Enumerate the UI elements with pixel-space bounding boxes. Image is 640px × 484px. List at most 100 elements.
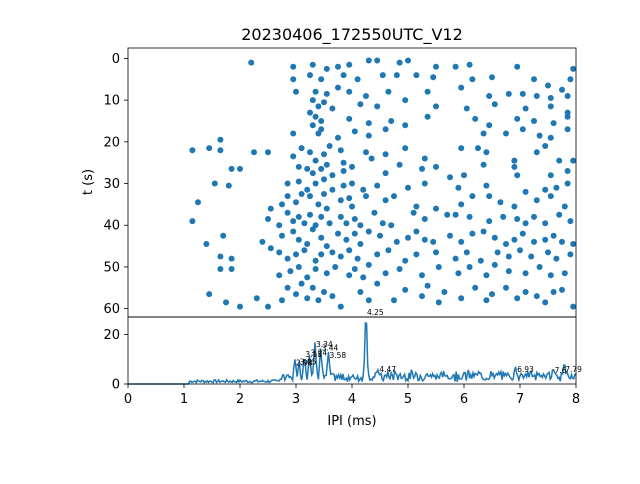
x-tick-label: 8 [572,392,580,407]
scatter-point [329,293,336,300]
scatter-point [279,232,285,239]
y-tick-label: 40 [103,219,120,234]
scatter-point [391,193,397,200]
scatter-point [393,238,400,245]
scatter-point [228,266,235,272]
scatter-point [290,76,297,83]
scatter-point [287,268,294,275]
scatter-point [351,216,358,222]
scatter-point [335,230,341,237]
scatter-point [298,191,305,197]
scatter-point [469,193,476,200]
scatter-point [304,165,311,172]
scatter-point [469,230,476,237]
scatter-point [511,203,518,210]
scatter-point [561,270,568,277]
scatter-point [388,118,395,124]
scatter-point [567,218,574,225]
scatter-point [503,130,509,137]
scatter-point [284,255,291,262]
scatter-point [542,236,549,243]
scatter-point [533,93,540,99]
scatter-point [357,241,364,247]
scatter-point [559,86,565,93]
scatter-point [486,93,493,99]
scatter-point [349,203,355,210]
x-tick-label: 7 [516,392,524,407]
scatter-point [363,93,369,99]
scatter-point [293,199,299,206]
peak-label: 6.93 [517,365,534,374]
scatter-point [461,172,467,179]
scatter-point [388,222,395,229]
scatter-point [321,191,327,197]
scatter-point [522,188,529,195]
scatter-point [354,76,361,83]
scatter-point [309,122,316,129]
scatter-point [371,209,378,216]
scatter-point [419,293,425,300]
scatter-point [346,88,353,95]
scatter-point [220,232,227,239]
scatter-point [452,63,459,70]
scatter-point [365,297,372,304]
y-tick-label: 50 [103,260,120,275]
scatter-point [374,103,381,110]
scatter-point [290,153,297,160]
x-tick-label: 0 [124,392,132,407]
scatter-point [514,115,521,122]
scatter-point [433,205,439,212]
scatter-point [318,165,325,172]
histogram-x-axis: 0 1 2 3 4 5 6 7 8 [124,384,580,407]
scatter-point [337,303,344,310]
scatter-point [396,59,403,66]
scatter-point [466,213,473,220]
scatter-point [365,57,372,64]
scatter-point [315,201,322,208]
scatter-point [298,280,305,287]
scatter-point [365,132,372,139]
scatter-point [489,74,495,81]
scatter-point [463,105,470,112]
scatter-point [547,193,554,200]
scatter-point [556,211,563,218]
scatter-point [385,88,392,95]
scatter-point [514,63,521,70]
scatter-point [542,299,549,306]
scatter-point [365,120,372,127]
scatter-point [545,249,551,256]
scatter-point [458,145,465,152]
scatter-point [223,299,229,306]
scatter-point [559,238,565,245]
scatter-point [323,243,330,250]
scatter-point [519,126,526,133]
scatter-point [547,272,554,279]
scatter-point [531,76,537,83]
scatter-point [354,255,361,262]
scatter-point [466,61,473,68]
scatter-point [511,163,518,170]
scatter-point [309,170,316,177]
scatter-point [326,143,333,149]
scatter-point [312,157,319,164]
scatter-point [284,284,291,291]
scatter-point [458,84,465,91]
scatter-point [561,203,568,210]
scatter-point [318,251,325,258]
scatter-point [514,295,521,302]
scatter-point [402,257,409,264]
scatter-point [237,303,243,310]
scatter-point [329,105,336,112]
scatter-point [393,72,400,79]
scatter-point [486,218,493,225]
peak-label: 3.24 [310,349,327,358]
scatter-point [483,272,490,279]
scatter-point [276,272,283,279]
scatter-point [329,186,336,193]
scatter-point [564,168,571,174]
scatter-point [511,236,518,243]
scatter-point [435,299,442,306]
ipi-histogram-line [128,321,577,385]
scatter-point [304,295,311,302]
